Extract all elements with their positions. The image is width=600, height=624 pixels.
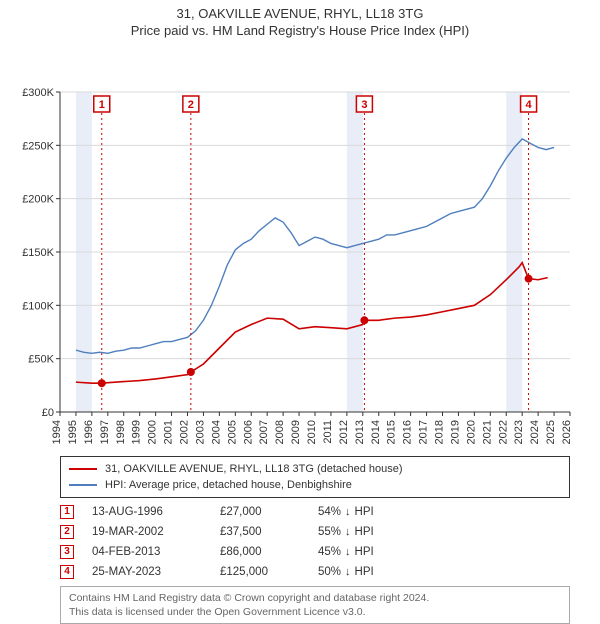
transaction-vs-hpi: 50% ↓ HPI bbox=[318, 562, 374, 582]
svg-text:2000: 2000 bbox=[147, 420, 159, 444]
svg-text:2: 2 bbox=[188, 99, 194, 111]
svg-text:£50K: £50K bbox=[28, 354, 54, 366]
svg-text:2013: 2013 bbox=[354, 420, 366, 444]
transaction-marker: 1 bbox=[60, 505, 74, 519]
svg-text:1994: 1994 bbox=[51, 420, 63, 444]
price-chart: £0 £50K £100K £150K £200K £250K £300K 1994 1995 1… bbox=[0, 42, 600, 450]
svg-text:2019: 2019 bbox=[449, 420, 461, 444]
price-point-2 bbox=[187, 368, 195, 376]
svg-text:1996: 1996 bbox=[83, 420, 95, 444]
transaction-table: 1 13-AUG-1996 £27,000 54% ↓ HPI 2 19-MAR-2002… bbox=[60, 502, 570, 582]
transaction-vs-hpi: 45% ↓ HPI bbox=[318, 542, 374, 562]
svg-text:2011: 2011 bbox=[322, 420, 334, 444]
svg-text:1: 1 bbox=[99, 99, 105, 111]
svg-text:2009: 2009 bbox=[290, 420, 302, 444]
transaction-marker: 2 bbox=[60, 525, 74, 539]
price-point-4 bbox=[525, 275, 533, 283]
svg-text:2008: 2008 bbox=[274, 420, 286, 444]
transaction-price: £86,000 bbox=[220, 542, 300, 562]
svg-text:2018: 2018 bbox=[434, 420, 446, 444]
svg-text:2025: 2025 bbox=[545, 420, 557, 444]
svg-text:2015: 2015 bbox=[386, 420, 398, 444]
svg-text:4: 4 bbox=[526, 99, 533, 111]
svg-text:2024: 2024 bbox=[529, 420, 541, 444]
svg-text:2012: 2012 bbox=[338, 420, 350, 444]
svg-text:2002: 2002 bbox=[179, 420, 191, 444]
transaction-date: 25-MAY-2023 bbox=[92, 562, 202, 582]
svg-text:2017: 2017 bbox=[418, 420, 430, 444]
legend-item: HPI: Average price, detached house, Denb… bbox=[69, 477, 561, 493]
svg-text:2010: 2010 bbox=[306, 420, 318, 444]
svg-text:2006: 2006 bbox=[242, 420, 254, 444]
transaction-price: £125,000 bbox=[220, 562, 300, 582]
svg-text:3: 3 bbox=[361, 99, 367, 111]
chart-subtitle: Price paid vs. HM Land Registry's House … bbox=[0, 21, 600, 42]
svg-text:2016: 2016 bbox=[402, 420, 414, 444]
svg-text:2021: 2021 bbox=[481, 420, 493, 444]
legend: 31, OAKVILLE AVENUE, RHYL, LL18 3TG (det… bbox=[60, 456, 570, 498]
svg-text:£200K: £200K bbox=[22, 194, 54, 206]
transaction-marker: 3 bbox=[60, 545, 74, 559]
svg-text:2004: 2004 bbox=[210, 420, 222, 444]
svg-text:2020: 2020 bbox=[465, 420, 477, 444]
svg-text:2023: 2023 bbox=[513, 420, 525, 444]
transaction-vs-hpi: 54% ↓ HPI bbox=[318, 502, 374, 522]
svg-text:£300K: £300K bbox=[22, 87, 54, 99]
transaction-price: £27,000 bbox=[220, 502, 300, 522]
svg-text:2003: 2003 bbox=[194, 420, 206, 444]
price-point-3 bbox=[360, 316, 368, 324]
series-hpi bbox=[76, 139, 554, 353]
transaction-date: 04-FEB-2013 bbox=[92, 542, 202, 562]
chart-title: 31, OAKVILLE AVENUE, RHYL, LL18 3TG bbox=[0, 0, 600, 21]
transaction-date: 19-MAR-2002 bbox=[92, 522, 202, 542]
svg-text:£100K: £100K bbox=[22, 300, 54, 312]
svg-text:2026: 2026 bbox=[561, 420, 573, 444]
series-price_paid bbox=[76, 263, 548, 384]
svg-text:2014: 2014 bbox=[370, 420, 382, 444]
svg-text:2022: 2022 bbox=[497, 420, 509, 444]
legend-label: 31, OAKVILLE AVENUE, RHYL, LL18 3TG (det… bbox=[105, 461, 403, 477]
transaction-marker: 4 bbox=[60, 565, 74, 579]
svg-text:1995: 1995 bbox=[67, 420, 79, 444]
svg-text:1998: 1998 bbox=[115, 420, 127, 444]
price-point-1 bbox=[98, 379, 106, 387]
transaction-date: 13-AUG-1996 bbox=[92, 502, 202, 522]
transaction-price: £37,500 bbox=[220, 522, 300, 542]
svg-text:£250K: £250K bbox=[22, 140, 54, 152]
svg-text:2007: 2007 bbox=[258, 420, 270, 444]
arrow-down-icon: ↓ bbox=[345, 522, 351, 542]
arrow-down-icon: ↓ bbox=[345, 542, 351, 562]
transaction-row: 3 04-FEB-2013 £86,000 45% ↓ HPI bbox=[60, 542, 570, 562]
svg-text:£150K: £150K bbox=[22, 247, 54, 259]
transaction-row: 4 25-MAY-2023 £125,000 50% ↓ HPI bbox=[60, 562, 570, 582]
svg-text:1999: 1999 bbox=[131, 420, 143, 444]
legend-swatch bbox=[69, 484, 97, 486]
legend-swatch bbox=[69, 468, 97, 470]
footer-line-2: This data is licensed under the Open Gov… bbox=[69, 605, 561, 619]
arrow-down-icon: ↓ bbox=[345, 562, 351, 582]
footer-line-1: Contains HM Land Registry data © Crown c… bbox=[69, 591, 561, 605]
attribution-footer: Contains HM Land Registry data © Crown c… bbox=[60, 586, 570, 624]
legend-item: 31, OAKVILLE AVENUE, RHYL, LL18 3TG (det… bbox=[69, 461, 561, 477]
svg-text:£0: £0 bbox=[42, 407, 54, 419]
svg-text:2001: 2001 bbox=[163, 420, 175, 444]
arrow-down-icon: ↓ bbox=[345, 502, 351, 522]
transaction-row: 2 19-MAR-2002 £37,500 55% ↓ HPI bbox=[60, 522, 570, 542]
svg-text:1997: 1997 bbox=[99, 420, 111, 444]
transaction-row: 1 13-AUG-1996 £27,000 54% ↓ HPI bbox=[60, 502, 570, 522]
legend-label: HPI: Average price, detached house, Denb… bbox=[105, 477, 352, 493]
svg-text:2005: 2005 bbox=[226, 420, 238, 444]
transaction-vs-hpi: 55% ↓ HPI bbox=[318, 522, 374, 542]
